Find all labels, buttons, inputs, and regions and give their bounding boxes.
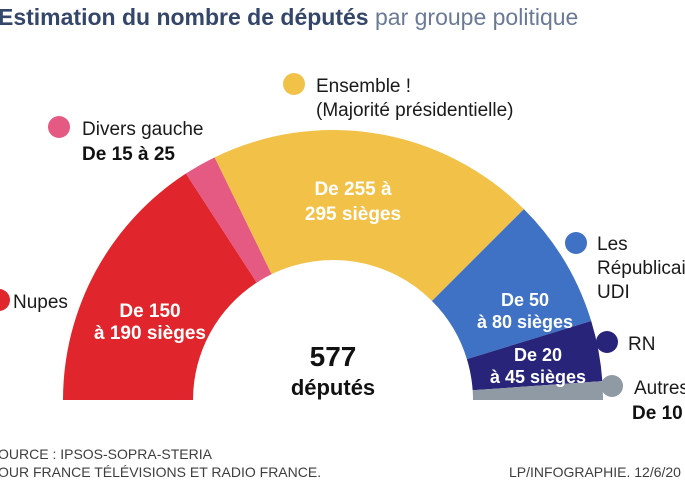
slice-nupes — [63, 173, 257, 400]
slice-label-ensemble-1: De 255 à — [314, 179, 392, 200]
legend-autres-range: De 10 — [632, 403, 683, 424]
slice-label-nupes-2: à 190 sièges — [94, 323, 206, 344]
legend-dot-nupes — [0, 289, 10, 311]
legend-dot-ensemble — [283, 73, 305, 95]
slice-rn — [466, 321, 603, 391]
legend-ensemble-sub: (Majorité présidentielle) — [316, 100, 513, 121]
legend-autres-name: Autres — [634, 378, 685, 399]
slice-label-nupes-1: De 150 — [119, 301, 180, 322]
slice-divers-gauche — [185, 157, 272, 283]
slice-republicains — [431, 209, 592, 360]
legend-ensemble-name: Ensemble ! — [316, 76, 411, 97]
slice-ensemble — [214, 130, 524, 302]
slice-label-ensemble-2: 295 sièges — [305, 204, 401, 225]
legend-divers-gauche-name: Divers gauche — [82, 119, 203, 140]
slice-autres — [472, 381, 603, 400]
center-total: 577 — [310, 341, 357, 372]
slice-label-lr-2: à 80 sièges — [477, 312, 573, 332]
legend-dot-rn — [596, 331, 618, 353]
legend-nupes-name: Nupes — [13, 292, 68, 313]
title-light: par groupe politique — [375, 4, 579, 30]
legend-lr-line3: UDI — [597, 282, 630, 303]
legend-dot-republicains — [565, 232, 587, 254]
slice-label-rn-1: De 20 — [514, 345, 562, 365]
credit: LP/INFOGRAPHIE. 12/6/20 — [509, 464, 681, 480]
source-line-1: OURCE : IPSOS-SOPRA-STERIA — [0, 446, 212, 462]
legend-dot-divers-gauche — [48, 116, 70, 138]
legend-divers-gauche-range: De 15 à 25 — [82, 144, 175, 165]
slice-label-rn-2: à 45 sièges — [490, 367, 586, 387]
chart-title: Estimation du nombre de députés par grou… — [0, 4, 578, 31]
slice-label-lr-1: De 50 — [501, 290, 549, 310]
legend-rn-name: RN — [628, 334, 655, 355]
source-line-2: OUR FRANCE TÉLÉVISIONS ET RADIO FRANCE. — [0, 464, 322, 480]
legend-lr-line1: Les — [597, 234, 628, 255]
title-bold: Estimation du nombre de députés — [0, 4, 369, 30]
legend-lr-line2: Républicai — [597, 258, 685, 279]
legend-dot-autres — [601, 375, 623, 397]
center-label: députés — [291, 375, 375, 400]
